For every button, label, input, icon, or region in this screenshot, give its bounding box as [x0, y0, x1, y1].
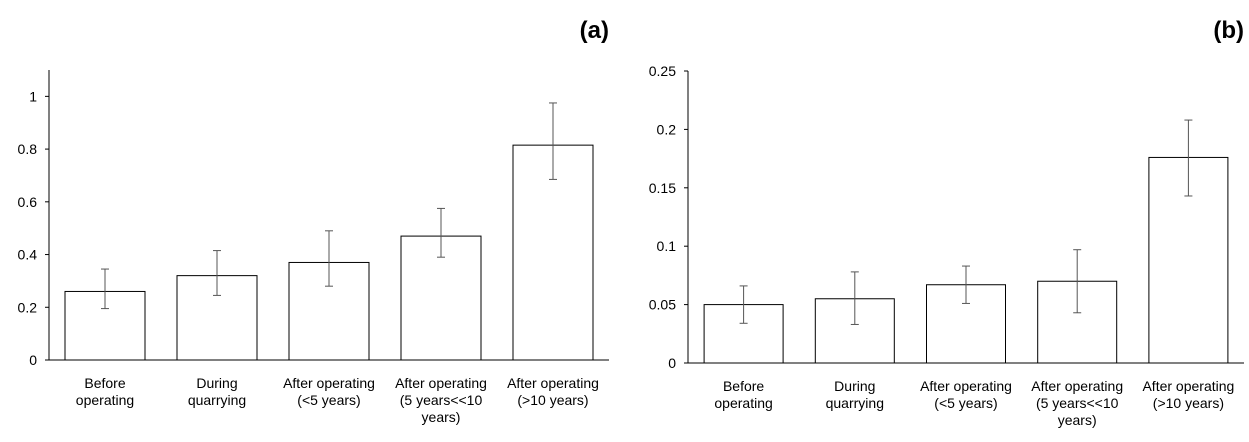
y-tick-label: 0.05 [649, 297, 676, 313]
x-category-label-line: After operating [1031, 378, 1123, 394]
y-tick-label: 0.25 [649, 63, 676, 79]
x-category-label-line: quarrying [826, 395, 884, 411]
x-category-label-line: (5 years<<10 [400, 392, 483, 408]
y-tick-label: 0.4 [18, 247, 38, 263]
bar [512, 144, 594, 361]
x-category-label-line: (<5 years) [934, 395, 997, 411]
x-category-label-line: operating [76, 392, 134, 408]
x-category-label-line: quarrying [188, 392, 246, 408]
x-category-label: After operating (<5 years) [283, 375, 375, 408]
error-bar [1184, 119, 1193, 197]
x-category-label-line: (<5 years) [297, 392, 360, 408]
error-bar [739, 285, 748, 324]
y-tick-label: 0.2 [18, 299, 38, 315]
y-tick-label: 0 [29, 352, 37, 368]
error-bar [962, 265, 970, 304]
y-tick-label: 1 [29, 88, 37, 104]
chart-panel-b: (b) 0 0.05 0.1 0.15 0.2 0.25 Before operating Dur… [649, 17, 1244, 428]
x-category-label-line: years) [1058, 412, 1097, 428]
y-tick-label: 0.2 [657, 121, 677, 137]
x-category-label-line: Before [723, 378, 764, 394]
x-category-label: Before operating [714, 378, 772, 411]
panel-label: (a) [580, 17, 609, 44]
x-category-label-line: After operating [283, 375, 375, 391]
x-category-label-line: During [834, 378, 875, 394]
x-category-label: After operating (>10 years) [507, 375, 599, 408]
x-category-label-line: (>10 years) [1153, 395, 1224, 411]
x-category-label-line: After operating [920, 378, 1012, 394]
y-tick-label: 0 [668, 355, 676, 371]
chart-panel-a: (a) 0 0.2 0.4 0.6 0.8 1 Before operating During qu… [18, 17, 609, 425]
error-bar [101, 268, 109, 310]
panel-label: (b) [1213, 17, 1244, 44]
error-bar [1073, 249, 1082, 314]
x-category-label-line: (>10 years) [517, 392, 588, 408]
error-bar [850, 271, 859, 325]
x-category-label-line: years) [422, 409, 461, 425]
x-category-label: After operating (5 years<<10 years) [395, 375, 487, 425]
x-category-label-line: operating [714, 395, 772, 411]
y-tick-label: 0.6 [18, 194, 38, 210]
x-category-label: Before operating [76, 375, 134, 408]
error-bar [325, 230, 333, 287]
y-tick-label: 0.8 [18, 141, 38, 157]
x-category-label-line: (5 years<<10 [1036, 395, 1119, 411]
x-category-label-line: Before [84, 375, 125, 391]
x-category-label: During quarrying [188, 375, 246, 408]
x-category-label: After operating (<5 years) [920, 378, 1012, 411]
error-bar [213, 250, 221, 296]
x-category-label: After operating (>10 years) [1142, 378, 1234, 411]
y-tick-label: 0.15 [649, 180, 676, 196]
x-category-label-line: After operating [1142, 378, 1234, 394]
y-tick-label: 0.1 [657, 238, 677, 254]
x-category-label-line: After operating [507, 375, 599, 391]
x-category-label: After operating (5 years<<10 years) [1031, 378, 1123, 428]
x-category-label-line: During [196, 375, 237, 391]
error-bar [549, 102, 557, 180]
error-bar [437, 207, 445, 258]
x-category-label-line: After operating [395, 375, 487, 391]
x-category-label: During quarrying [826, 378, 884, 411]
